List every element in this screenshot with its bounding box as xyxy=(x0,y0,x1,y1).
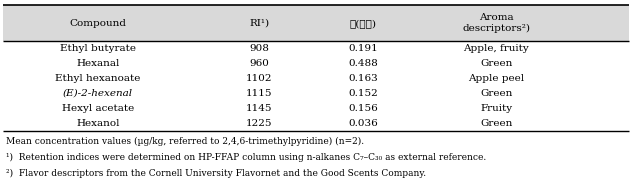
Text: 908: 908 xyxy=(249,44,269,53)
Text: Green: Green xyxy=(480,119,513,128)
Text: RI¹): RI¹) xyxy=(249,19,269,28)
Text: 1145: 1145 xyxy=(246,104,272,113)
Text: Compound: Compound xyxy=(70,19,126,28)
Text: Hexanal: Hexanal xyxy=(76,59,119,68)
Text: 배(신고): 배(신고) xyxy=(350,19,377,28)
Text: Ethyl hexanoate: Ethyl hexanoate xyxy=(55,74,141,83)
Text: 1225: 1225 xyxy=(246,119,272,128)
Text: Mean concentration values (µg/kg, referred to 2,4,6-trimethylpyridine) (n=2).: Mean concentration values (µg/kg, referr… xyxy=(6,136,365,146)
Text: 1115: 1115 xyxy=(246,89,272,98)
Text: ²)  Flavor descriptors from the Cornell University Flavornet and the Good Scents: ²) Flavor descriptors from the Cornell U… xyxy=(6,169,427,178)
Text: Ethyl butyrate: Ethyl butyrate xyxy=(60,44,136,53)
Text: Hexyl acetate: Hexyl acetate xyxy=(62,104,134,113)
Text: 0.036: 0.036 xyxy=(348,119,379,128)
Text: 0.156: 0.156 xyxy=(348,104,379,113)
Text: Fruity: Fruity xyxy=(480,104,512,113)
Text: ¹)  Retention indices were determined on HP-FFAP column using n-alkanes C₇–C₃₀ a: ¹) Retention indices were determined on … xyxy=(6,153,487,162)
Text: 0.191: 0.191 xyxy=(348,44,379,53)
Text: 0.163: 0.163 xyxy=(348,74,379,83)
Text: 0.488: 0.488 xyxy=(348,59,379,68)
Text: Apple, fruity: Apple, fruity xyxy=(463,44,529,53)
Bar xyxy=(3,5,629,41)
Text: 0.152: 0.152 xyxy=(348,89,379,98)
Text: (E)-2-hexenal: (E)-2-hexenal xyxy=(63,89,133,98)
Text: 1102: 1102 xyxy=(246,74,272,83)
Text: Aroma
descriptors²): Aroma descriptors²) xyxy=(462,13,530,33)
Text: Apple peel: Apple peel xyxy=(468,74,524,83)
Text: 960: 960 xyxy=(249,59,269,68)
Text: Green: Green xyxy=(480,59,513,68)
Text: Green: Green xyxy=(480,89,513,98)
Text: Hexanol: Hexanol xyxy=(76,119,119,128)
